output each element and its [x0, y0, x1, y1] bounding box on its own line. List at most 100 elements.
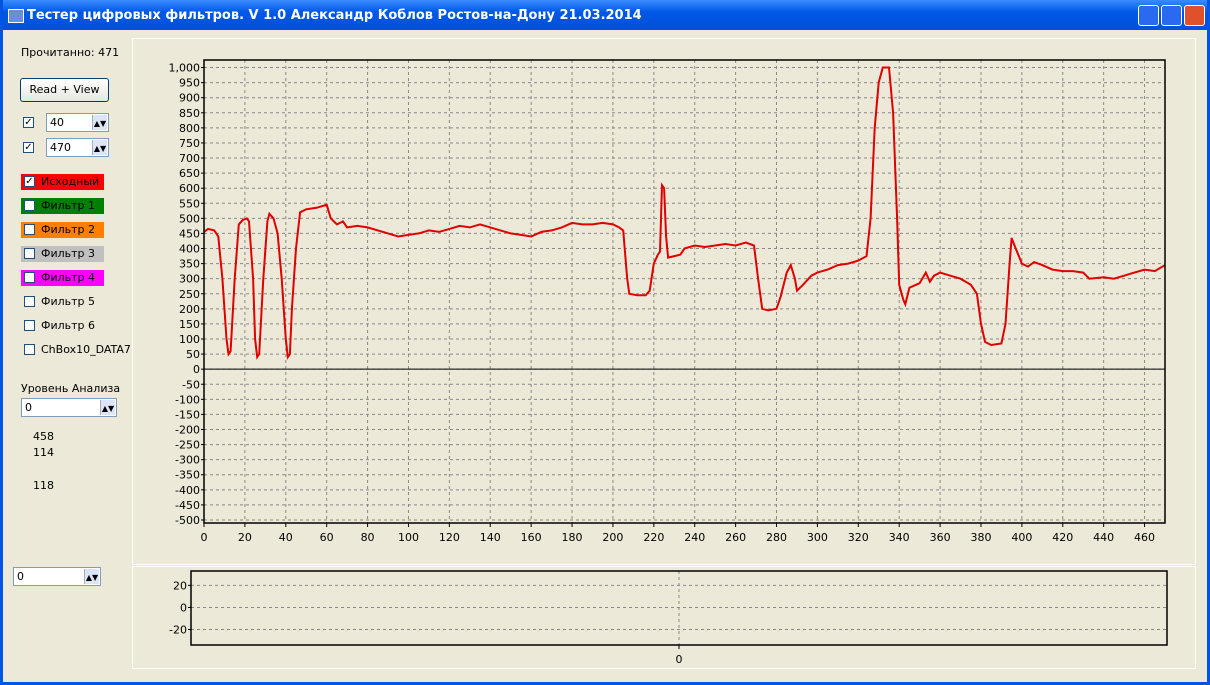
y-tick-label: 250	[179, 288, 200, 301]
level-input[interactable]: 0 ▲▼	[21, 398, 117, 417]
spin-value: 40	[50, 116, 64, 129]
filter-row[interactable]: ✓ Исходный	[21, 174, 104, 190]
charts: -500-450-400-350-300-250-200-150-100-500…	[132, 38, 1196, 669]
y-tick-label: 850	[179, 107, 200, 120]
y-tick-label: 350	[179, 258, 200, 271]
x-tick-label: 320	[848, 531, 869, 544]
y-tick-label: 0	[180, 601, 187, 614]
spin-input[interactable]: 470 ▲▼	[46, 138, 109, 157]
x-tick-label: 440	[1093, 531, 1114, 544]
checkbox[interactable]	[24, 320, 35, 331]
y-tick-label: -150	[175, 408, 200, 421]
checkbox[interactable]	[24, 200, 35, 211]
plot-area	[204, 60, 1165, 523]
y-tick-label: -100	[175, 393, 200, 406]
y-tick-label: 550	[179, 197, 200, 210]
filter-label: Исходный	[41, 175, 100, 188]
data-line	[203, 66, 1166, 360]
filter-label: Фильтр 3	[41, 247, 96, 260]
number: 114	[33, 446, 54, 459]
number: 118	[33, 479, 54, 492]
filter-row[interactable]: ChBox10_DATA7	[21, 342, 131, 358]
checkbox[interactable]	[24, 224, 35, 235]
filter-row[interactable]: Фильтр 5	[21, 294, 104, 310]
spin-arrows[interactable]: ▲▼	[92, 115, 107, 130]
filter-label: ChBox10_DATA7	[41, 343, 131, 356]
checkbox[interactable]: ✓	[23, 142, 34, 153]
y-tick-label: -500	[175, 514, 200, 527]
y-tick-label: 100	[179, 333, 200, 346]
y-tick-label: 500	[179, 212, 200, 225]
filter-row[interactable]: Фильтр 2	[21, 222, 104, 238]
y-tick-label: 650	[179, 167, 200, 180]
x-tick-label: 160	[521, 531, 542, 544]
bottom-input[interactable]: 0 ▲▼	[13, 567, 101, 586]
number: 458	[33, 430, 54, 443]
x-tick-label: 460	[1134, 531, 1155, 544]
level-value: 0	[25, 401, 32, 414]
y-tick-label: 750	[179, 137, 200, 150]
y-tick-label: -20	[169, 624, 187, 637]
maximize-button[interactable]	[1161, 5, 1182, 26]
filter-label: Фильтр 1	[41, 199, 96, 212]
y-tick-label: -350	[175, 469, 200, 482]
y-tick-label: -250	[175, 439, 200, 452]
read-count: Прочитанно: 471	[21, 46, 120, 59]
filter-row[interactable]: Фильтр 6	[21, 318, 104, 334]
filter-label: Фильтр 2	[41, 223, 96, 236]
y-tick-label: 900	[179, 92, 200, 105]
filter-label: Фильтр 5	[41, 295, 96, 308]
y-tick-label: 200	[179, 303, 200, 316]
filter-row[interactable]: Фильтр 3	[21, 246, 104, 262]
checkbox[interactable]	[24, 248, 35, 259]
spin-arrows[interactable]: ▲▼	[100, 400, 115, 415]
x-tick-label: 340	[889, 531, 910, 544]
minimize-button[interactable]	[1138, 5, 1159, 26]
filter-row[interactable]: Фильтр 4	[21, 270, 104, 286]
filter-label: Фильтр 6	[41, 319, 96, 332]
y-tick-label: 50	[186, 348, 200, 361]
y-tick-label: -450	[175, 499, 200, 512]
x-tick-label: 0	[676, 653, 683, 666]
checkbox[interactable]	[24, 344, 35, 355]
plot-frame	[190, 570, 1168, 646]
x-tick-label: 40	[279, 531, 293, 544]
x-tick-label: 420	[1052, 531, 1073, 544]
y-tick-label: 600	[179, 182, 200, 195]
app-icon	[8, 9, 24, 23]
filter-row[interactable]: Фильтр 1	[21, 198, 104, 214]
spin-input[interactable]: 40 ▲▼	[46, 113, 109, 132]
y-tick-label: 450	[179, 227, 200, 240]
x-tick-label: 140	[480, 531, 501, 544]
x-tick-label: 100	[398, 531, 419, 544]
x-tick-label: 180	[562, 531, 583, 544]
checkbox[interactable]: ✓	[23, 117, 34, 128]
y-tick-label: -200	[175, 423, 200, 436]
y-tick-label: 700	[179, 152, 200, 165]
y-tick-label: -50	[182, 378, 200, 391]
bottom-value: 0	[17, 570, 24, 583]
checkbox[interactable]	[24, 296, 35, 307]
read-view-button[interactable]: Read + View	[20, 78, 109, 102]
spin-arrows[interactable]: ▲▼	[92, 140, 107, 155]
y-tick-label: -300	[175, 454, 200, 467]
y-tick-label: 300	[179, 273, 200, 286]
x-tick-label: 20	[238, 531, 252, 544]
checkbox[interactable]	[24, 272, 35, 283]
x-tick-label: 380	[970, 531, 991, 544]
y-tick-label: 150	[179, 318, 200, 331]
spin-arrows[interactable]: ▲▼	[84, 569, 99, 584]
x-tick-label: 60	[320, 531, 334, 544]
y-tick-label: 0	[193, 363, 200, 376]
title-bar: Тестер цифровых фильтров. V 1.0 Александ…	[3, 0, 1207, 30]
close-button[interactable]	[1184, 5, 1205, 26]
x-tick-label: 260	[725, 531, 746, 544]
window-title: Тестер цифровых фильтров. V 1.0 Александ…	[27, 8, 642, 23]
y-tick-label: 400	[179, 243, 200, 256]
x-tick-label: 0	[201, 531, 208, 544]
checkbox[interactable]: ✓	[24, 176, 35, 187]
x-tick-label: 400	[1011, 531, 1032, 544]
x-tick-label: 120	[439, 531, 460, 544]
